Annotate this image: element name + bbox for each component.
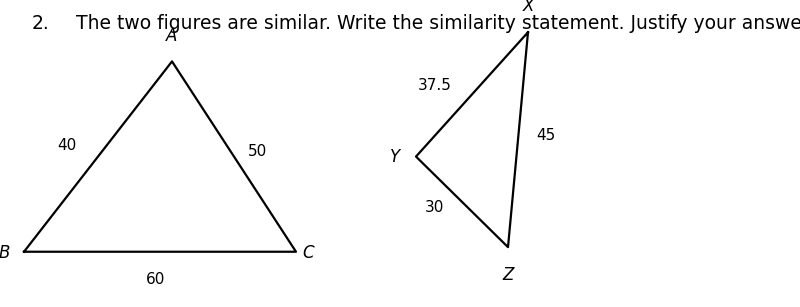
Text: 45: 45 — [536, 128, 555, 142]
Text: 30: 30 — [425, 200, 444, 215]
Text: Z: Z — [502, 266, 514, 284]
Text: 40: 40 — [57, 138, 76, 153]
Text: 37.5: 37.5 — [418, 79, 452, 93]
Text: The two figures are similar. Write the similarity statement. Justify your answer: The two figures are similar. Write the s… — [76, 14, 800, 33]
Text: 60: 60 — [146, 272, 166, 287]
Text: B: B — [0, 244, 10, 262]
Text: Y: Y — [390, 148, 400, 165]
Text: A: A — [166, 26, 178, 45]
Text: 50: 50 — [248, 145, 267, 159]
Text: 2.: 2. — [32, 14, 50, 33]
Text: X: X — [522, 0, 534, 15]
Text: C: C — [302, 244, 314, 262]
